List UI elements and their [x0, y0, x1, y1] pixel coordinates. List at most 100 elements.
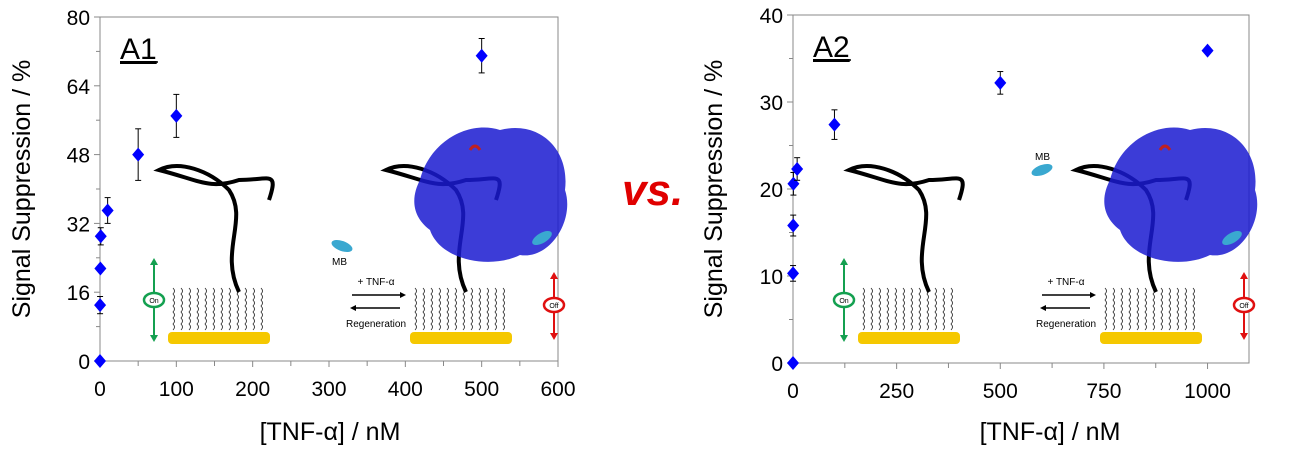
alkyl-chain: [1144, 287, 1147, 331]
alkyl-chain: [870, 287, 873, 331]
alkyl-chain: [894, 287, 897, 331]
data-point: [1201, 43, 1214, 58]
alkyl-chain: [212, 287, 215, 331]
data-point: [787, 266, 800, 281]
data-point: [94, 229, 107, 244]
alkyl-chain: [1104, 287, 1107, 331]
gold-electrode: [410, 332, 512, 344]
on-label: On: [839, 298, 848, 305]
sensor-scheme: MB + TNF-α Regeneration On Off: [142, 127, 568, 344]
y-tick-label: 48: [67, 145, 90, 168]
y-tick-label: 0: [771, 353, 783, 376]
x-tick-label: 200: [235, 378, 270, 401]
x-tick-label: 500: [983, 380, 1018, 403]
data-point: [94, 261, 107, 276]
alkyl-chain: [502, 287, 505, 331]
y-tick-label: 80: [67, 7, 90, 30]
alkyl-chain: [188, 287, 191, 331]
reverse-label: Regeneration: [346, 319, 406, 330]
off-indicator: [542, 296, 566, 314]
alkyl-chain: [204, 287, 207, 331]
x-tick-label: 300: [311, 378, 346, 401]
aptamer-strand: [153, 164, 275, 293]
alkyl-chain: [1168, 287, 1171, 331]
reverse-label: Regeneration: [1036, 319, 1096, 330]
protein-helix: [1158, 144, 1172, 151]
y-tick-label: 40: [760, 5, 783, 28]
alkyl-chain: [878, 287, 881, 331]
alkyl-chain: [478, 287, 481, 331]
arrowhead-up: [550, 272, 558, 279]
x-tick-label: 1000: [1184, 380, 1231, 403]
reverse-arrowhead: [1040, 305, 1046, 311]
aptamer-strand: [843, 164, 965, 293]
alkyl-chain: [172, 287, 175, 331]
x-tick-label: 250: [879, 380, 914, 403]
methylene-blue-tag: [1222, 231, 1242, 246]
chart-a1: 0 16 32 48 64 80 0 100 200 300 400 500 600 Signal Sup…: [8, 7, 576, 446]
alkyl-chain: [180, 287, 183, 331]
alkyl-chain: [446, 287, 449, 331]
tnf-protein: [414, 127, 568, 262]
forward-arrowhead: [400, 292, 406, 298]
chart-a2: 0 10 20 30 40 0 250 500 750 1000 Signal Suppressio…: [700, 5, 1258, 446]
gold-electrode: [1100, 332, 1202, 344]
y-axis-label: Signal Suppression / %: [8, 60, 36, 318]
arrowhead-down: [1240, 333, 1248, 340]
sensor-scheme: MB + TNF-α Regeneration On Off: [832, 127, 1258, 344]
x-tick-label: 750: [1086, 380, 1121, 403]
alkyl-chain: [862, 287, 865, 331]
alkyl-chain: [462, 287, 465, 331]
y-tick-label: 0: [78, 351, 90, 374]
data-point: [94, 354, 106, 368]
alkyl-chain: [1128, 287, 1131, 331]
alkyl-chain: [260, 287, 263, 331]
data-point: [132, 147, 145, 162]
alkyl-chain: [438, 287, 441, 331]
alkyl-chain: [486, 287, 489, 331]
x-axis-label: [TNF-α] / nM: [980, 418, 1121, 446]
on-label: On: [149, 298, 158, 305]
data-point: [791, 161, 804, 176]
data-point: [475, 48, 488, 63]
methylene-blue-tag: [331, 239, 353, 253]
arrowhead-down: [840, 335, 848, 342]
x-tick-label: 0: [787, 380, 799, 403]
vs-label: vs.: [622, 166, 683, 215]
alkyl-chain: [252, 287, 255, 331]
arrowhead-down: [150, 335, 158, 342]
alkyl-chain: [414, 287, 417, 331]
mb-label: MB: [332, 257, 347, 268]
x-tick-label: 100: [159, 378, 194, 401]
alkyl-chain: [886, 287, 889, 331]
arrowhead-up: [1240, 272, 1248, 279]
alkyl-chain: [918, 287, 921, 331]
y-tick-label: 30: [760, 92, 783, 115]
alkyl-chain: [1184, 287, 1187, 331]
y-tick-label: 20: [760, 179, 783, 202]
forward-arrowhead: [1090, 292, 1096, 298]
alkyl-chain: [1192, 287, 1195, 331]
alkyl-chain: [244, 287, 247, 331]
alkyl-chain: [1152, 287, 1155, 331]
panel-label: A1: [120, 33, 157, 66]
x-axis-label: [TNF-α] / nM: [260, 418, 401, 446]
reverse-arrowhead: [350, 305, 356, 311]
y-tick-label: 16: [67, 282, 90, 305]
panel-label: A2: [813, 31, 850, 64]
off-label: Off: [549, 303, 558, 310]
alkyl-chain: [1176, 287, 1179, 331]
on-indicator: [832, 291, 856, 309]
alkyl-chain: [454, 287, 457, 331]
methylene-blue-tag: [1031, 163, 1053, 177]
alkyl-chain: [430, 287, 433, 331]
x-tick-label: 400: [388, 378, 423, 401]
x-tick-label: 0: [94, 378, 106, 401]
gold-electrode: [858, 332, 960, 344]
data-point: [787, 356, 799, 370]
x-tick-label: 500: [464, 378, 499, 401]
tnf-protein: [1104, 127, 1258, 262]
protein-helix: [468, 144, 482, 151]
alkyl-chain: [1112, 287, 1115, 331]
